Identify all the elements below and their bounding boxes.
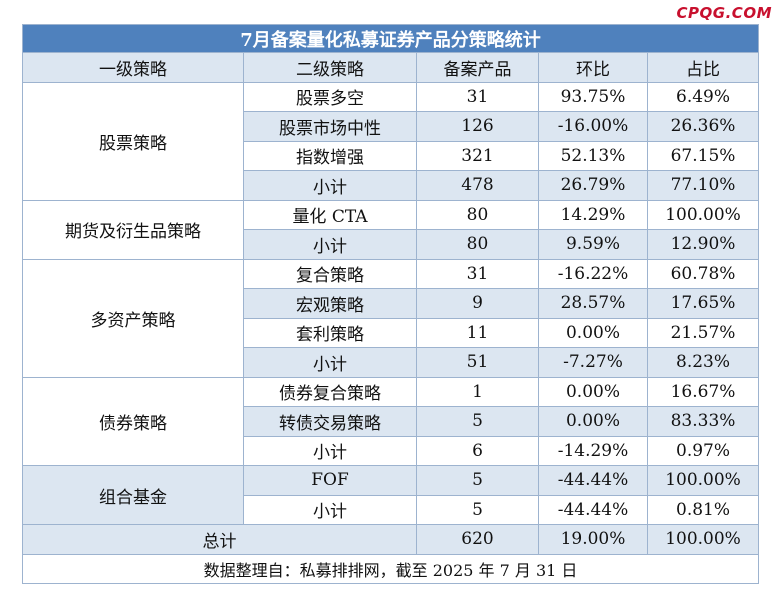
level2-strategy-cell: 股票市场中性: [243, 111, 417, 142]
level2-strategy-cell: 股票多空: [243, 81, 417, 112]
table-row: 多资产策略 复合策略 31 -16.22% 60.78%: [22, 258, 760, 378]
share-cell: 8.23%: [646, 347, 760, 378]
source-note: 数据整理自：私募排排网，截至 2025 年 7 月 31 日: [21, 553, 760, 584]
share-cell: 77.10%: [646, 170, 760, 201]
month-over-month-cell: 93.75%: [538, 81, 648, 112]
total-label: 总计: [22, 524, 417, 555]
month-over-month-cell: 0.00%: [538, 376, 648, 407]
filed-products-cell: 478: [416, 170, 539, 201]
level2-strategy-cell: 小计: [243, 170, 417, 201]
share-cell: 17.65%: [646, 288, 760, 319]
level1-strategy-cell: 股票策略: [22, 81, 244, 201]
level2-strategy-cell: 债券复合策略: [243, 376, 417, 407]
month-over-month-cell: -44.44%: [538, 494, 648, 525]
filed-products-cell: 5: [416, 406, 539, 437]
filed-products-cell: 31: [416, 81, 539, 112]
header-level2-strategy: 二级策略: [243, 52, 417, 83]
month-over-month-cell: 28.57%: [538, 288, 648, 319]
level2-strategy-cell: 转债交易策略: [243, 406, 417, 437]
level2-strategy-cell: 小计: [243, 494, 417, 525]
filed-products-cell: 321: [416, 140, 539, 171]
site-watermark: CPQG.COM: [676, 4, 772, 22]
level2-strategy-cell: 指数增强: [243, 140, 417, 171]
month-over-month-cell: -14.29%: [538, 435, 648, 466]
month-over-month-cell: 0.00%: [538, 317, 648, 348]
share-cell: 12.90%: [646, 229, 760, 260]
filed-products-cell: 31: [416, 258, 539, 289]
share-cell: 100.00%: [646, 199, 760, 230]
header-filed-products: 备案产品: [416, 52, 539, 83]
month-over-month-cell: 14.29%: [538, 199, 648, 230]
subtotal-row: 小计 6 -14.29% 0.97%: [23, 435, 760, 466]
subtotal-row: 小计 80 9.59% 12.90%: [23, 229, 760, 260]
header-share: 占比: [646, 52, 760, 83]
filed-products-cell: 80: [416, 229, 539, 260]
level2-strategy-cell: 复合策略: [243, 258, 417, 289]
table-title: 7月备案量化私募证券产品分策略统计: [21, 24, 760, 53]
share-cell: 0.97%: [646, 435, 760, 466]
level2-strategy-cell: 宏观策略: [243, 288, 417, 319]
share-cell: 26.36%: [646, 111, 760, 142]
filed-products-cell: 9: [416, 288, 539, 319]
month-over-month-cell: 26.79%: [538, 170, 648, 201]
share-cell: 16.67%: [646, 376, 760, 407]
header-level1-strategy: 一级策略: [22, 52, 244, 83]
subtotal-row: 小计 478 26.79% 77.10%: [23, 170, 760, 201]
level2-strategy-cell: 小计: [243, 229, 417, 260]
table-row: 期货及衍生品策略 量化 CTA 80 14.29% 100.00%: [22, 199, 760, 260]
strategy-stats-table: 7月备案量化私募证券产品分策略统计 一级策略 二级策略 备案产品 环比 占比 股…: [21, 24, 760, 584]
total-count: 620: [416, 524, 539, 555]
subtotal-row: 小计 51 -7.27% 8.23%: [23, 347, 760, 378]
month-over-month-cell: -16.22%: [538, 258, 648, 289]
table-row: 组合基金 FOF 5 -44.44% 100.00%: [22, 465, 760, 525]
level2-strategy-cell: 量化 CTA: [243, 199, 417, 230]
table-row: 转债交易策略 5 0.00% 83.33%: [23, 406, 760, 437]
filed-products-cell: 5: [416, 465, 539, 496]
share-cell: 83.33%: [646, 406, 760, 437]
share-cell: 100.00%: [646, 465, 760, 496]
filed-products-cell: 126: [416, 111, 539, 142]
table-header-row: 一级策略 二级策略 备案产品 环比 占比: [22, 52, 760, 83]
share-cell: 60.78%: [646, 258, 760, 289]
table-row: 债券策略 债券复合策略 1 0.00% 16.67%: [22, 376, 760, 466]
month-over-month-cell: 0.00%: [538, 406, 648, 437]
level1-strategy-cell: 债券策略: [22, 376, 244, 466]
filed-products-cell: 51: [416, 347, 539, 378]
level2-strategy-cell: 小计: [243, 435, 417, 466]
share-cell: 67.15%: [646, 140, 760, 171]
share-cell: 21.57%: [646, 317, 760, 348]
level2-strategy-cell: FOF: [243, 465, 417, 496]
table-row: 指数增强 321 52.13% 67.15%: [23, 140, 760, 171]
share-cell: 6.49%: [646, 81, 760, 112]
table-row: 股票策略 股票多空 31 93.75% 6.49%: [22, 81, 760, 201]
level2-strategy-cell: 小计: [243, 347, 417, 378]
table-title-row: 7月备案量化私募证券产品分策略统计: [21, 24, 760, 53]
total-share: 100.00%: [646, 524, 760, 555]
filed-products-cell: 6: [416, 435, 539, 466]
table-row: 套利策略 11 0.00% 21.57%: [23, 317, 760, 348]
level2-strategy-cell: 套利策略: [243, 317, 417, 348]
subtotal-row: 小计 5 -44.44% 0.81%: [23, 494, 760, 525]
level1-strategy-cell: 多资产策略: [22, 258, 244, 378]
month-over-month-cell: -16.00%: [538, 111, 648, 142]
level1-strategy-cell: 期货及衍生品策略: [22, 199, 244, 260]
month-over-month-cell: -7.27%: [538, 347, 648, 378]
header-month-over-month: 环比: [538, 52, 648, 83]
filed-products-cell: 11: [416, 317, 539, 348]
month-over-month-cell: -44.44%: [538, 465, 648, 496]
total-month-over-month: 19.00%: [538, 524, 648, 555]
month-over-month-cell: 52.13%: [538, 140, 648, 171]
month-over-month-cell: 9.59%: [538, 229, 648, 260]
share-cell: 0.81%: [646, 494, 760, 525]
filed-products-cell: 80: [416, 199, 539, 230]
source-footer-row: 数据整理自：私募排排网，截至 2025 年 7 月 31 日: [21, 553, 760, 584]
filed-products-cell: 5: [416, 494, 539, 525]
level1-strategy-cell: 组合基金: [22, 465, 244, 525]
filed-products-cell: 1: [416, 376, 539, 407]
total-row: 总计 620 19.00% 100.00%: [22, 524, 760, 555]
table-row: 股票市场中性 126 -16.00% 26.36%: [23, 111, 760, 142]
